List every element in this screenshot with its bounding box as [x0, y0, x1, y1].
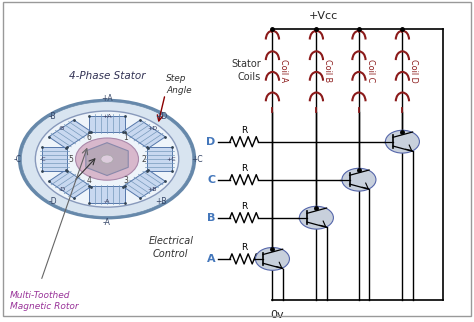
Circle shape: [101, 155, 113, 163]
Text: -D: -D: [58, 187, 65, 192]
Polygon shape: [123, 170, 165, 198]
Text: Electrical
Control: Electrical Control: [148, 236, 193, 260]
Polygon shape: [89, 116, 125, 132]
Text: R: R: [241, 202, 247, 211]
Polygon shape: [42, 147, 67, 171]
Text: +D: +D: [147, 126, 157, 131]
Text: +A: +A: [101, 94, 113, 103]
Text: R: R: [241, 126, 247, 135]
Text: +C: +C: [166, 156, 176, 162]
Text: -A: -A: [103, 218, 111, 227]
Text: Coil B: Coil B: [323, 59, 332, 82]
Text: +B: +B: [147, 187, 157, 192]
Text: -C: -C: [13, 155, 21, 164]
Text: C: C: [208, 175, 216, 185]
Circle shape: [255, 248, 290, 270]
Circle shape: [19, 100, 194, 218]
Text: -B: -B: [49, 112, 56, 121]
Text: 1: 1: [123, 133, 128, 142]
Circle shape: [75, 138, 138, 180]
Text: R: R: [241, 243, 247, 252]
Text: +Vcc: +Vcc: [309, 11, 338, 21]
Text: +C: +C: [191, 155, 203, 164]
Polygon shape: [147, 147, 172, 171]
Polygon shape: [123, 120, 165, 148]
Text: Multi-Toothed
Magnetic Rotor: Multi-Toothed Magnetic Rotor: [10, 290, 79, 311]
Text: Coil C: Coil C: [365, 59, 374, 82]
Text: -C: -C: [40, 156, 46, 162]
Circle shape: [342, 168, 376, 191]
Text: 0v: 0v: [270, 309, 284, 319]
Circle shape: [300, 206, 333, 229]
Circle shape: [385, 130, 419, 153]
Text: +A: +A: [102, 114, 112, 119]
Polygon shape: [49, 120, 91, 148]
Text: Coil A: Coil A: [279, 59, 288, 82]
Text: +B: +B: [155, 197, 167, 206]
Text: 2: 2: [141, 155, 146, 164]
Text: B: B: [207, 213, 216, 223]
Text: R: R: [241, 164, 247, 173]
Text: -A: -A: [104, 199, 110, 204]
Text: 5: 5: [68, 155, 73, 164]
Text: 6: 6: [86, 133, 91, 142]
Circle shape: [21, 102, 193, 216]
Text: 4: 4: [86, 176, 91, 185]
Circle shape: [36, 111, 179, 207]
Polygon shape: [89, 186, 125, 203]
Text: -D: -D: [48, 197, 57, 206]
Text: Coil D: Coil D: [409, 59, 418, 82]
Text: Step
Angle: Step Angle: [166, 74, 192, 95]
Polygon shape: [49, 170, 91, 198]
Text: 3: 3: [123, 176, 128, 185]
Polygon shape: [86, 143, 128, 175]
Text: 4-Phase Stator: 4-Phase Stator: [69, 71, 146, 81]
Text: Stator
Coils: Stator Coils: [231, 59, 261, 82]
Text: -B: -B: [59, 126, 65, 131]
Text: A: A: [207, 254, 216, 264]
Text: +D: +D: [155, 112, 167, 121]
Text: D: D: [207, 137, 216, 147]
